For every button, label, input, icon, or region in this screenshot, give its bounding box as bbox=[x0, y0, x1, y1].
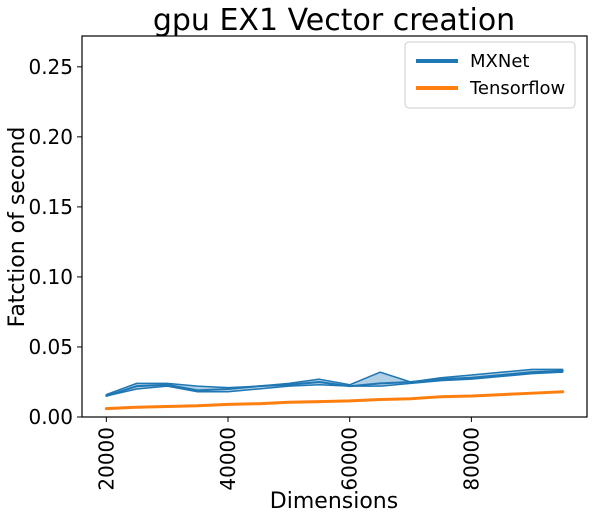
legend-label-mxnet: MXNet bbox=[470, 51, 529, 72]
y-tick-label: 0.25 bbox=[28, 55, 73, 79]
y-tick-label: 0.20 bbox=[28, 125, 73, 149]
line-mxnet bbox=[105, 369, 564, 397]
x-axis-label: Dimensions bbox=[270, 489, 398, 514]
plot-area bbox=[104, 368, 565, 411]
legend: MXNet Tensorflow bbox=[404, 41, 576, 109]
x-tick-label: 60000 bbox=[338, 427, 362, 491]
y-axis-label: Fatction of second bbox=[5, 127, 30, 328]
chart-title: gpu EX1 Vector creation bbox=[153, 3, 515, 38]
y-axis-ticks: 0.00 0.05 0.10 0.15 0.20 0.25 bbox=[28, 55, 82, 429]
y-tick-label: 0.05 bbox=[28, 335, 73, 359]
plot-frame bbox=[81, 35, 588, 418]
y-tick-label: 0.00 bbox=[28, 405, 73, 429]
line-tensorflow bbox=[104, 390, 565, 411]
y-tick-label: 0.10 bbox=[28, 265, 73, 289]
x-axis-ticks: 20000 40000 60000 80000 bbox=[94, 417, 483, 491]
y-tick-label: 0.15 bbox=[28, 195, 73, 219]
legend-box bbox=[404, 41, 576, 109]
x-tick-label: 20000 bbox=[94, 427, 118, 491]
x-tick-label: 80000 bbox=[459, 427, 483, 491]
legend-label-tensorflow: Tensorflow bbox=[469, 78, 565, 99]
x-tick-label: 40000 bbox=[216, 427, 240, 491]
